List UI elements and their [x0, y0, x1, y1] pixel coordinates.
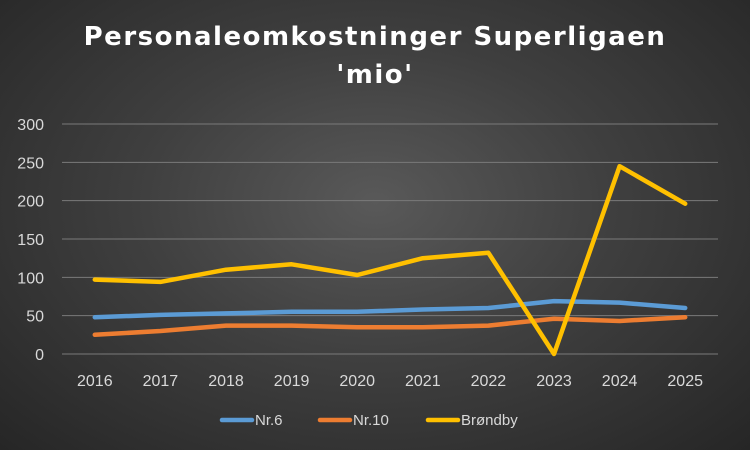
series-line-1 — [92, 298, 688, 320]
y-tick-label: 50 — [26, 309, 44, 326]
x-tick-label: 2017 — [143, 373, 179, 390]
x-tick-label: 2022 — [471, 373, 507, 390]
y-tick-label: 200 — [17, 194, 44, 211]
x-tick-label: 2018 — [208, 373, 244, 390]
x-tick-label: 2025 — [667, 373, 703, 390]
legend-label: Brøndby — [461, 412, 518, 429]
x-tick-label: 2023 — [536, 373, 572, 390]
series-line-2 — [92, 314, 688, 338]
legend-label: Nr.6 — [255, 412, 283, 429]
x-tick-label: 2016 — [77, 373, 113, 390]
y-axis-tick-labels: 0 50 100 150 200 250 300 — [17, 117, 44, 364]
series-lines — [92, 163, 688, 357]
x-tick-label: 2021 — [405, 373, 441, 390]
y-tick-label: 150 — [17, 232, 44, 249]
chart-title-line-1: Personaleomkostninger Superligaen — [83, 22, 667, 52]
y-tick-label: 0 — [35, 347, 44, 364]
legend-label: Nr.10 — [353, 412, 389, 429]
y-tick-label: 250 — [17, 155, 44, 172]
gridlines — [62, 123, 718, 355]
x-axis-tick-labels: 2016 2017 2018 2019 2020 2021 2022 2023 2024 2025 — [77, 373, 703, 390]
chart-title: Personaleomkostninger Superligaen 'mio' — [0, 18, 750, 94]
x-tick-label: 2024 — [602, 373, 638, 390]
y-tick-label: 300 — [17, 117, 44, 134]
x-tick-label: 2019 — [274, 373, 310, 390]
legend: Nr.6 Nr.10 Brøndby — [219, 412, 518, 429]
x-tick-label: 2020 — [339, 373, 375, 390]
chart-title-line-2: 'mio' — [336, 60, 414, 90]
series-line-3 — [92, 163, 688, 357]
y-tick-label: 100 — [17, 270, 44, 287]
